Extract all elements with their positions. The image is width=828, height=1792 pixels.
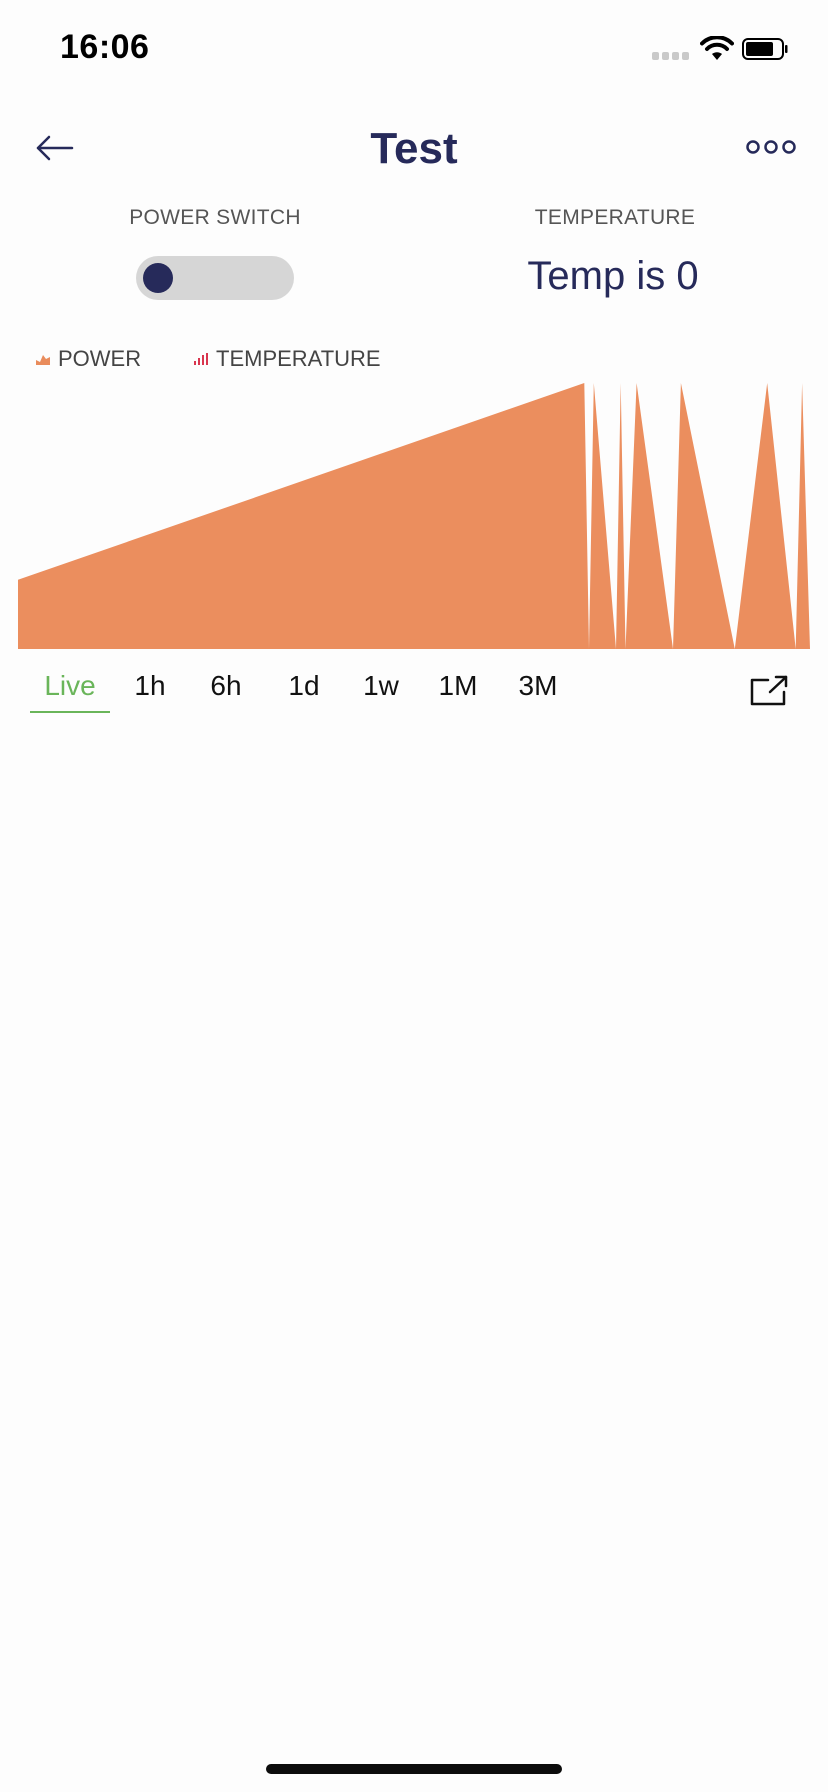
expand-chart-button[interactable] [748, 674, 790, 708]
tab-1M[interactable]: 1M [438, 670, 478, 701]
page-title: Test [370, 124, 458, 173]
tab-selected-underline [30, 711, 110, 713]
tab-live[interactable]: Live [44, 670, 96, 701]
legend-power[interactable]: POWER [36, 346, 141, 372]
toggle-knob [143, 263, 173, 293]
tab-1w[interactable]: 1w [363, 670, 399, 701]
wifi-icon [700, 36, 734, 60]
cellular-signal-icon [652, 52, 692, 60]
tab-1d[interactable]: 1d [288, 670, 320, 701]
tab-1h[interactable]: 1h [134, 670, 166, 701]
battery-icon [742, 38, 788, 60]
temperature-label: TEMPERATURE [534, 206, 696, 229]
power-area-chart [18, 383, 810, 649]
bar-chart-icon [194, 353, 208, 365]
legend-label-temperature: TEMPERATURE [216, 346, 381, 371]
back-button[interactable] [32, 128, 76, 168]
chart-area-series-0 [18, 383, 810, 649]
arrow-left-icon [36, 135, 74, 161]
temperature-value: Temp is 0 [527, 254, 699, 298]
area-chart-icon [36, 355, 50, 365]
legend-temperature[interactable]: TEMPERATURE [194, 346, 381, 372]
more-horizontal-icon [746, 140, 796, 154]
more-options-button[interactable] [744, 132, 798, 162]
external-link-icon [750, 675, 788, 706]
power-switch-label: POWER SWITCH [129, 206, 301, 229]
tab-6h[interactable]: 6h [210, 670, 242, 701]
power-switch-toggle[interactable] [136, 256, 294, 300]
home-indicator [266, 1764, 562, 1774]
status-time: 16:06 [60, 28, 150, 66]
legend-label-power: POWER [58, 346, 142, 371]
tab-3M[interactable]: 3M [518, 670, 558, 701]
